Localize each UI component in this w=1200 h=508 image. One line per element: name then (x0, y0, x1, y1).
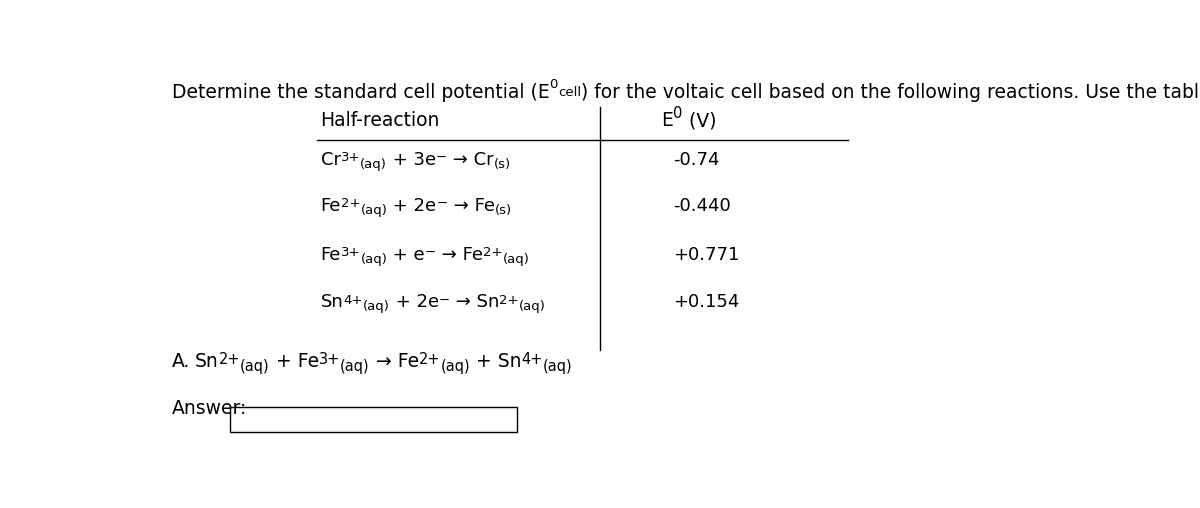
Text: −: − (437, 197, 448, 210)
Text: 0: 0 (550, 78, 558, 91)
Text: +0.154: +0.154 (673, 293, 739, 311)
Text: (aq): (aq) (360, 204, 388, 217)
Text: + 3e: + 3e (386, 151, 436, 169)
Text: → Fe: → Fe (370, 353, 419, 371)
Text: (aq): (aq) (542, 359, 572, 373)
Text: (aq): (aq) (362, 300, 390, 313)
Text: Determine the standard cell potential (E: Determine the standard cell potential (E (172, 82, 550, 102)
Text: A.: A. (172, 353, 190, 371)
Text: cell: cell (558, 86, 581, 100)
Text: ) for the voltaic cell based on the following reactions. Use the table below as : ) for the voltaic cell based on the foll… (581, 82, 1200, 102)
Text: Fe: Fe (320, 246, 341, 264)
Text: (aq): (aq) (360, 252, 388, 266)
Text: (aq): (aq) (360, 158, 386, 171)
Text: (aq): (aq) (518, 300, 546, 313)
Text: 2+: 2+ (341, 197, 360, 210)
Text: 2+: 2+ (419, 352, 440, 367)
Text: 0: 0 (673, 106, 683, 121)
Text: (V): (V) (683, 111, 716, 130)
Text: 4+: 4+ (522, 352, 542, 367)
Text: → Sn: → Sn (450, 293, 499, 311)
Text: + Sn: + Sn (470, 353, 522, 371)
Text: E: E (661, 111, 673, 130)
Text: 2+: 2+ (499, 294, 518, 306)
Text: +0.771: +0.771 (673, 246, 739, 264)
Text: → Fe: → Fe (436, 246, 484, 264)
Text: (aq): (aq) (440, 359, 470, 373)
Text: → Cr: → Cr (448, 151, 493, 169)
Text: -0.74: -0.74 (673, 151, 720, 169)
Text: Fe: Fe (320, 197, 341, 215)
Text: 4+: 4+ (343, 294, 362, 306)
Text: + Fe: + Fe (270, 353, 319, 371)
Text: −: − (436, 151, 448, 164)
Text: (s): (s) (494, 204, 511, 217)
Text: + e: + e (388, 246, 425, 264)
Text: (aq): (aq) (240, 359, 270, 373)
Text: (s): (s) (493, 158, 511, 171)
Text: + 2e: + 2e (388, 197, 437, 215)
Text: -0.440: -0.440 (673, 197, 731, 215)
Text: → Fe: → Fe (448, 197, 494, 215)
Text: 2+: 2+ (484, 246, 503, 259)
Text: (aq): (aq) (341, 359, 370, 373)
Text: 3+: 3+ (341, 246, 360, 259)
Text: Answer:: Answer: (172, 399, 247, 418)
Text: 3+: 3+ (341, 151, 360, 164)
Text: Cr: Cr (320, 151, 341, 169)
Text: −: − (425, 246, 436, 259)
Text: (aq): (aq) (503, 252, 529, 266)
Text: 2+: 2+ (218, 352, 240, 367)
Text: Sn: Sn (320, 293, 343, 311)
Text: −: − (439, 294, 450, 306)
Text: Half-reaction: Half-reaction (320, 111, 440, 130)
Text: 3+: 3+ (319, 352, 341, 367)
Text: Sn: Sn (194, 353, 218, 371)
Bar (230, 407, 516, 432)
Text: + 2e: + 2e (390, 293, 439, 311)
